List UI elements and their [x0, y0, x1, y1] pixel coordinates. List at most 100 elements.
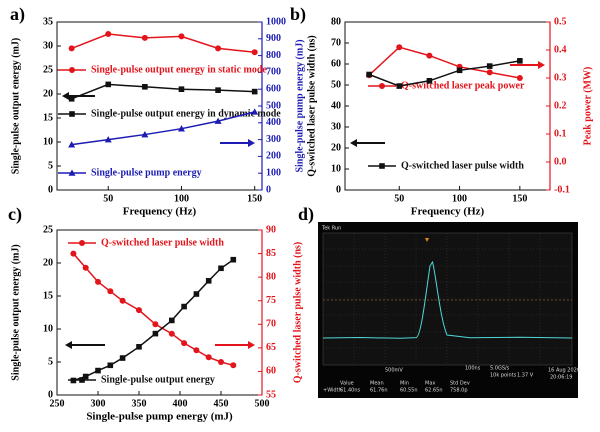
legend-marker	[379, 83, 385, 89]
y2-axis-label: Peak power (MW)	[582, 67, 593, 146]
data-point	[215, 87, 221, 93]
y2-tick-label: 400	[266, 117, 281, 128]
legend-marker	[68, 169, 76, 176]
y-tick-label: 40	[331, 100, 341, 111]
legend-marker	[379, 163, 385, 169]
data-point	[205, 354, 212, 361]
meas-col: Value	[340, 381, 354, 387]
data-point	[70, 250, 77, 257]
x-tick-label: 500	[255, 398, 270, 409]
data-point	[215, 45, 222, 52]
x-tick-label: 350	[132, 398, 147, 409]
data-point	[396, 44, 403, 51]
y2-tick-label: 70	[266, 319, 276, 330]
data-point	[119, 355, 126, 361]
x-tick-label: 250	[50, 398, 65, 409]
y2-tick-label: 80	[266, 271, 276, 282]
data-point	[426, 52, 433, 59]
data-point	[68, 141, 76, 148]
legend-marker	[69, 67, 75, 73]
y-tick-label: 20	[43, 257, 53, 268]
y2-tick-label: 200	[266, 151, 281, 162]
meas-value: 62.65n	[425, 388, 442, 394]
data-point	[396, 83, 403, 89]
data-point	[152, 321, 159, 328]
data-point	[152, 330, 159, 337]
arrow-head	[350, 139, 357, 147]
x-tick-label: 450	[214, 398, 229, 409]
data-point	[251, 49, 258, 56]
panel-label: a)	[10, 4, 25, 25]
y2-tick-label: 0.1	[554, 128, 567, 139]
series-line	[71, 83, 255, 100]
data-point	[168, 330, 175, 337]
y2-tick-label: 0	[266, 184, 271, 195]
y2-tick-label: 600	[266, 83, 281, 94]
data-point	[205, 278, 212, 284]
trigger-level: 1.37 V	[517, 373, 534, 379]
data-point	[181, 303, 187, 310]
data-point	[230, 362, 237, 369]
meas-col: Mean	[370, 381, 384, 387]
y-tick-label: 20	[331, 142, 341, 153]
series-line	[368, 46, 520, 79]
timebase: 100ns	[465, 366, 481, 372]
meas-value: 758.0p	[450, 388, 468, 394]
y-tick-label: 20	[43, 88, 53, 99]
data-point	[107, 362, 114, 369]
data-point	[95, 278, 101, 285]
y-tick-label: 15	[43, 290, 53, 301]
data-point	[517, 58, 523, 64]
y-tick-label: 0	[48, 184, 53, 195]
legend-text: Single-pulse output energy in dynamic mo…	[91, 108, 281, 119]
meas-value: 60.55n	[400, 388, 417, 394]
y2-tick-label: 85	[266, 248, 276, 259]
data-point	[516, 75, 523, 81]
data-point	[178, 33, 185, 40]
scope-gridlines	[323, 233, 572, 365]
y2-tick-label: 60	[266, 366, 276, 377]
y2-axis-label: Single-pulse pump energy (mJ)	[294, 39, 305, 172]
arrow-head	[65, 341, 72, 349]
y2-tick-label: 100	[266, 167, 281, 178]
data-point	[486, 63, 493, 69]
data-point	[105, 31, 112, 37]
x-tick-label: 150	[512, 193, 527, 204]
oscilloscope: Tek Run 500mV 100ns 5.0GS/s 10k points 1…	[318, 222, 580, 398]
meas-col: Min	[400, 381, 409, 387]
series-line	[368, 60, 520, 87]
y2-tick-label: 55	[266, 389, 276, 400]
data-point	[456, 67, 463, 74]
x-tick-label: 50	[394, 193, 404, 204]
arrow-head	[248, 139, 255, 147]
legend-text: Single-pulse output energy	[101, 374, 215, 385]
arrow-head	[62, 92, 69, 100]
y-axis-label: Single-pulse output energy (mJ)	[10, 38, 21, 174]
y2-tick-label: 0.3	[554, 72, 567, 83]
y2-tick-label: 0.5	[554, 16, 567, 27]
data-point	[95, 367, 101, 374]
panel-label: d)	[298, 204, 314, 225]
x-tick-label: 400	[173, 398, 188, 409]
data-point	[136, 344, 142, 350]
y-tick-label: 60	[331, 58, 341, 69]
data-point	[82, 264, 89, 271]
data-point	[486, 69, 493, 76]
data-point	[136, 307, 142, 314]
y2-tick-label: 0.4	[554, 44, 567, 55]
x-axis-label: Frequency (Hz)	[411, 206, 485, 218]
y-tick-label: 5	[48, 160, 53, 171]
data-point	[426, 78, 433, 84]
data-point	[104, 136, 112, 143]
channel-scale: 500mV	[385, 368, 403, 374]
panel-label: b)	[290, 4, 306, 25]
data-point	[119, 297, 126, 304]
data-point	[230, 256, 237, 263]
x-axis-label: Frequency (Hz)	[123, 206, 197, 218]
y2-tick-label: 700	[266, 67, 281, 78]
data-point	[218, 265, 224, 272]
y2-tick-label: 0.0	[554, 156, 567, 167]
y2-tick-label: 90	[266, 224, 276, 235]
data-point	[177, 125, 185, 132]
